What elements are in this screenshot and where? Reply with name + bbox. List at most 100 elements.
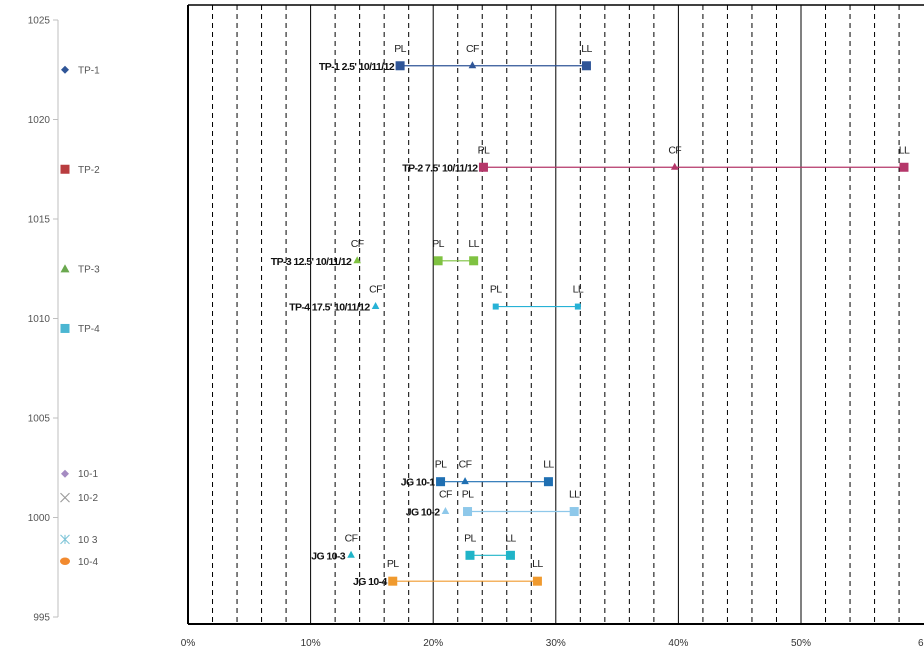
- legend-label: TP-4: [78, 324, 100, 335]
- point-label: PL: [464, 532, 476, 544]
- series-label: TP-1 2.5' 10/11/12: [319, 61, 395, 73]
- y-tick-label: 995: [33, 613, 50, 624]
- ll-marker: [505, 550, 515, 560]
- y-tick-label: 1010: [28, 314, 51, 325]
- series-row: JG 10-2 CF PL LL: [406, 489, 581, 519]
- point-label: LL: [543, 459, 554, 471]
- x-tick-label: 20%: [423, 638, 443, 649]
- ll-marker: [899, 162, 909, 172]
- legend-marker: [60, 492, 70, 503]
- legend-label: 10-2: [78, 493, 98, 504]
- pl-marker: [465, 550, 475, 560]
- legend-label: TP-2: [78, 165, 100, 176]
- point-label: LL: [899, 144, 910, 156]
- legend-label: 10-1: [78, 469, 98, 480]
- series-row: TP-1 2.5' 10/11/12 PL CF LL: [319, 43, 593, 73]
- series-row: TP-3 12.5' 10/11/12 CF PL LL: [271, 238, 480, 268]
- point-label: PL: [394, 43, 406, 55]
- legend-item: 10-2: [60, 492, 98, 504]
- point-label: CF: [345, 532, 358, 544]
- pl-marker: [388, 576, 398, 586]
- series-label: TP-3 12.5' 10/11/12: [271, 256, 352, 268]
- ll-marker: [574, 303, 581, 310]
- legend-item: TP-3: [60, 264, 100, 275]
- y-axis: 995 1000 1005 1010 1015 1020 1025: [28, 16, 59, 624]
- legend-label: 10 3: [78, 535, 98, 546]
- series-label: JG 10-1: [401, 477, 435, 489]
- point-label: CF: [369, 284, 382, 296]
- y-tick-label: 1000: [28, 513, 51, 524]
- legend-item: TP-1: [61, 65, 100, 76]
- series-row: JG 10-4PL LL: [353, 558, 544, 588]
- point-label: LL: [569, 489, 580, 501]
- x-tick-label: 0%: [181, 638, 196, 649]
- cf-marker: [353, 256, 361, 264]
- cf-marker: [371, 302, 380, 310]
- legend-item: 10-4: [60, 557, 98, 568]
- x-tick-label: 60: [918, 638, 924, 649]
- y-tick-label: 1005: [28, 414, 51, 425]
- point-label: CF: [439, 489, 452, 501]
- legend: TP-1 TP-2 TP-3 TP-4 10-1 10-2 10 3 10-4: [60, 65, 100, 568]
- pl-marker: [492, 303, 499, 310]
- point-label: CF: [668, 144, 681, 156]
- pl-marker: [463, 507, 473, 517]
- ll-marker: [543, 477, 553, 487]
- legend-label: 10-4: [78, 557, 98, 568]
- x-axis: 0% 10% 20% 30% 40% 50% 60: [181, 638, 924, 649]
- series-row: TP-4 17.5' 10/11/12 CF PL LL: [289, 284, 584, 314]
- y-tick-label: 1015: [28, 215, 51, 226]
- legend-item: 10-1: [61, 469, 98, 480]
- point-label: LL: [532, 558, 543, 570]
- ll-marker: [569, 507, 579, 517]
- series-label: TP-4 17.5' 10/11/12: [289, 302, 370, 314]
- cf-marker: [670, 162, 679, 170]
- legend-marker: [60, 164, 70, 174]
- ll-marker: [581, 61, 591, 71]
- legend-marker: [60, 264, 70, 273]
- point-label: CF: [351, 238, 364, 250]
- legend-item: TP-2: [60, 164, 100, 176]
- series-row: JG 10-3CF PL LL: [311, 532, 517, 562]
- legend-marker: [60, 323, 70, 333]
- x-tick-label: 50%: [791, 638, 811, 649]
- series-row: JG 10-1PL CF LL: [401, 459, 555, 489]
- pl-marker: [436, 477, 446, 487]
- legend-marker: [60, 557, 70, 566]
- point-label: CF: [466, 43, 479, 55]
- point-label: PL: [490, 284, 502, 296]
- point-label: LL: [468, 238, 479, 250]
- point-label: PL: [478, 144, 490, 156]
- legend-label: TP-1: [78, 65, 100, 76]
- legend-marker: [60, 534, 70, 545]
- series-label: JG 10-2: [406, 507, 440, 519]
- x-tick-label: 40%: [668, 638, 688, 649]
- y-tick-label: 1025: [28, 16, 51, 27]
- legend-label: TP-3: [78, 264, 100, 275]
- series-label: JG 10-3: [311, 550, 345, 562]
- y-tick-label: 1020: [28, 115, 51, 126]
- ll-marker: [532, 576, 542, 586]
- ll-marker: [469, 256, 479, 266]
- point-label: PL: [432, 238, 444, 250]
- pl-marker: [478, 162, 488, 172]
- cf-marker: [468, 61, 477, 69]
- gridlines: [212, 5, 900, 624]
- cf-marker: [461, 477, 469, 485]
- point-label: LL: [573, 284, 584, 296]
- x-tick-label: 30%: [546, 638, 566, 649]
- legend-marker: [61, 469, 69, 478]
- legend-item: 10 3: [60, 534, 98, 546]
- point-label: CF: [459, 459, 472, 471]
- cf-marker: [347, 550, 355, 558]
- x-tick-label: 10%: [301, 638, 321, 649]
- point-label: PL: [462, 489, 474, 501]
- cf-marker: [441, 507, 450, 515]
- series-label: TP-2 7.5' 10/11/12: [402, 162, 478, 174]
- point-label: PL: [387, 558, 399, 570]
- point-label: LL: [581, 43, 592, 55]
- legend-item: TP-4: [60, 323, 100, 335]
